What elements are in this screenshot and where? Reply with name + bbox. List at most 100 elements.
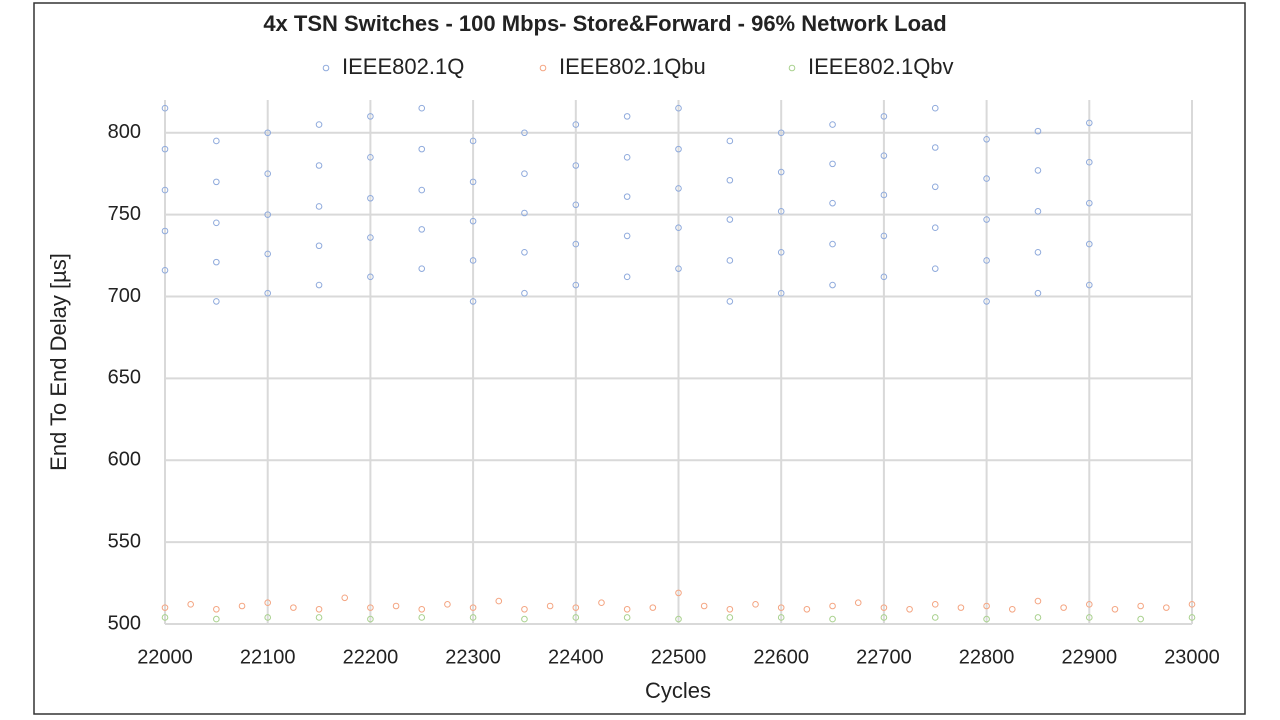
point bbox=[649, 604, 657, 611]
point bbox=[829, 121, 836, 128]
point bbox=[726, 137, 734, 145]
point bbox=[161, 267, 169, 274]
point bbox=[213, 298, 220, 305]
x-axis-title: Cycles bbox=[645, 678, 711, 703]
point bbox=[803, 605, 811, 613]
point bbox=[1163, 604, 1170, 611]
point bbox=[675, 185, 682, 192]
point bbox=[315, 614, 323, 621]
point bbox=[880, 614, 888, 621]
point bbox=[1188, 601, 1196, 608]
point bbox=[264, 599, 272, 607]
point bbox=[418, 186, 426, 194]
point bbox=[752, 601, 759, 608]
x-tick-label: 22000 bbox=[137, 646, 193, 668]
point bbox=[315, 162, 323, 169]
point bbox=[880, 232, 888, 240]
point bbox=[726, 605, 734, 613]
point bbox=[418, 145, 426, 153]
point bbox=[521, 248, 528, 256]
legend-label: IEEE802.1Qbv bbox=[808, 54, 954, 79]
point bbox=[931, 601, 939, 608]
point bbox=[572, 240, 580, 248]
point bbox=[367, 234, 374, 241]
point bbox=[521, 289, 528, 297]
point bbox=[418, 226, 426, 233]
legend-marker bbox=[788, 64, 796, 72]
chart-border bbox=[33, 2, 1246, 715]
point bbox=[700, 602, 708, 610]
point bbox=[161, 145, 169, 153]
point bbox=[623, 193, 631, 200]
point bbox=[161, 186, 169, 194]
point bbox=[777, 208, 785, 215]
point bbox=[1060, 604, 1067, 611]
point bbox=[1034, 597, 1042, 605]
point bbox=[1111, 605, 1119, 613]
point bbox=[1086, 601, 1093, 608]
point bbox=[315, 281, 323, 289]
x-tick-label: 22700 bbox=[856, 646, 912, 668]
point bbox=[623, 605, 631, 613]
point bbox=[880, 273, 888, 281]
point bbox=[726, 257, 734, 264]
point bbox=[546, 602, 554, 610]
y-tick-label: 800 bbox=[108, 121, 141, 143]
point bbox=[777, 604, 785, 611]
point bbox=[880, 113, 888, 120]
point bbox=[264, 211, 272, 218]
point bbox=[675, 224, 682, 232]
point bbox=[418, 265, 426, 272]
point bbox=[521, 209, 528, 217]
point bbox=[777, 168, 785, 176]
point bbox=[983, 136, 990, 143]
x-tick-label: 22200 bbox=[343, 646, 399, 668]
y-tick-label: 700 bbox=[108, 285, 141, 307]
point bbox=[880, 604, 888, 611]
point bbox=[1086, 199, 1093, 207]
point bbox=[521, 605, 528, 613]
point bbox=[367, 194, 374, 202]
x-tick-label: 22900 bbox=[1061, 646, 1117, 668]
x-tick-label: 23000 bbox=[1164, 646, 1220, 668]
point bbox=[469, 604, 477, 611]
point bbox=[623, 614, 631, 621]
point bbox=[290, 604, 297, 611]
point bbox=[315, 605, 323, 613]
point bbox=[469, 257, 477, 264]
point bbox=[213, 605, 220, 613]
point bbox=[521, 615, 528, 623]
point bbox=[1137, 602, 1144, 610]
point bbox=[1034, 289, 1042, 297]
point bbox=[675, 104, 682, 112]
point bbox=[367, 113, 374, 120]
point bbox=[572, 281, 580, 289]
point bbox=[623, 273, 631, 281]
point bbox=[931, 183, 939, 191]
point bbox=[367, 604, 374, 611]
point bbox=[572, 604, 580, 611]
point bbox=[367, 273, 374, 281]
point bbox=[161, 604, 169, 611]
point bbox=[572, 614, 580, 621]
point bbox=[264, 289, 272, 297]
point bbox=[931, 144, 939, 151]
point bbox=[983, 615, 990, 623]
point bbox=[777, 289, 785, 297]
point bbox=[1137, 615, 1144, 623]
point bbox=[418, 614, 426, 621]
point bbox=[931, 265, 939, 272]
point bbox=[598, 599, 605, 607]
point bbox=[675, 615, 682, 623]
point bbox=[880, 191, 888, 199]
y-axis-title: End To End Delay [µs] bbox=[46, 253, 71, 471]
x-tick-label: 22400 bbox=[548, 646, 604, 668]
point bbox=[264, 129, 272, 137]
y-tick-label: 550 bbox=[108, 530, 141, 552]
point bbox=[1086, 158, 1093, 166]
point bbox=[315, 203, 323, 210]
point bbox=[469, 137, 477, 145]
point bbox=[315, 121, 323, 128]
point bbox=[521, 170, 528, 177]
point bbox=[315, 242, 323, 250]
